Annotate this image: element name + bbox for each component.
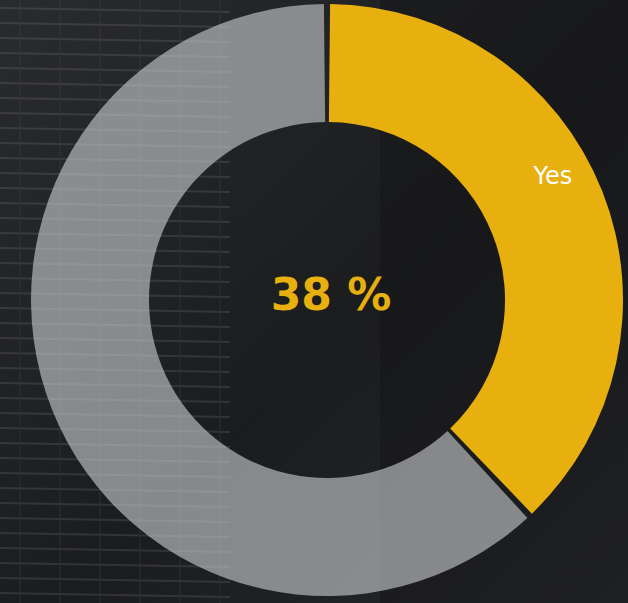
labels: Yes 38 % (271, 162, 573, 320)
category-label: Yes (533, 162, 573, 190)
texture-line (0, 8, 230, 12)
slices (31, 4, 623, 596)
value-label: 38 % (271, 269, 392, 320)
chart: Yes 38 % (0, 0, 628, 603)
background (0, 0, 628, 603)
texture-line (0, 578, 230, 582)
texture-line (0, 593, 230, 597)
texture-line (20, 0, 21, 603)
texture-line (0, 23, 230, 27)
donut-slice (329, 4, 623, 514)
donut-slice (31, 4, 527, 596)
